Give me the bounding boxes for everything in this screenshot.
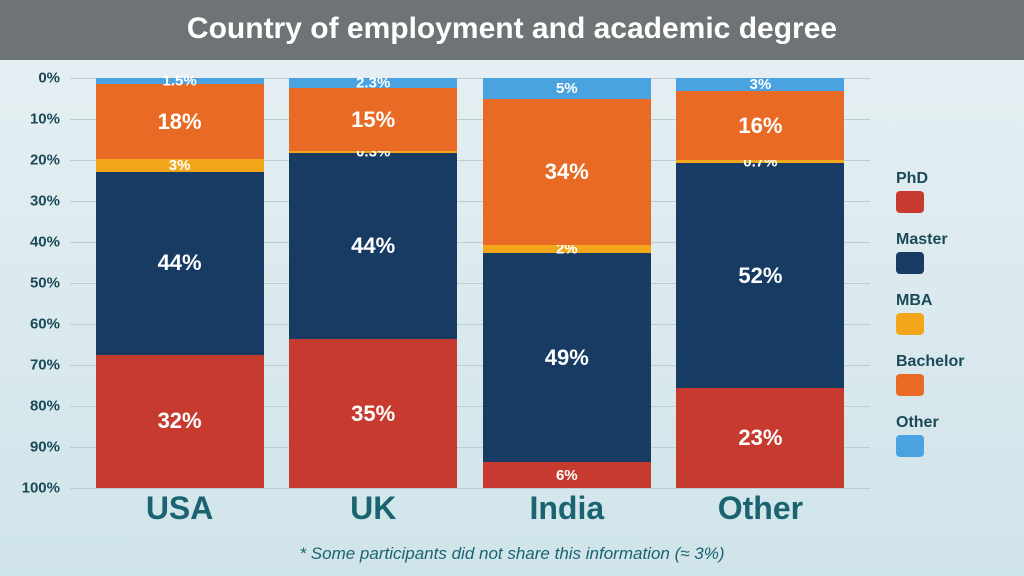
segment-other: 3%: [676, 78, 844, 91]
legend-item-other: Other: [896, 414, 1006, 457]
legend-label: Master: [896, 231, 1006, 249]
y-tick-label: 80%: [15, 398, 60, 415]
y-tick-label: 50%: [15, 275, 60, 292]
segment-master: 52%: [676, 163, 844, 388]
segment-master: 44%: [96, 172, 264, 355]
segment-value: 34%: [545, 159, 589, 185]
segment-other: 5%: [483, 78, 651, 99]
legend-item-mba: MBA: [896, 292, 1006, 335]
segment-value: 52%: [738, 263, 782, 289]
segment-value: 44%: [351, 233, 395, 259]
chart-content: 0% 10% 20% 30% 40% 50% 60% 70% 80% 90% 100% 32% 44%…: [0, 60, 1024, 570]
legend-label: MBA: [896, 292, 1006, 310]
segment-other: 1.5%: [96, 78, 264, 84]
segment-value: 18%: [158, 109, 202, 135]
y-tick-label: 100%: [15, 480, 60, 497]
bar-india: 6% 49% 2% 34% 5%: [483, 78, 651, 488]
segment-mba: 0.3%: [289, 151, 457, 152]
segment-value: 44%: [158, 250, 202, 276]
bars-container: 32% 44% 3% 18% 1.5% 35% 44% 0.3% 15% 2.3% 6% 49% 2% 3…: [70, 78, 870, 488]
y-tick-label: 10%: [15, 111, 60, 128]
bar-usa: 32% 44% 3% 18% 1.5%: [96, 78, 264, 488]
chart-area: 0%10%20%30%40%50%60%70%80%90%100% 32%44%…: [70, 78, 870, 488]
segment-phd: 23%: [676, 388, 844, 488]
legend: PhD Master MBA Bachelor Other: [896, 170, 1006, 475]
footnote: * Some participants did not share this i…: [0, 544, 1024, 564]
y-tick-label: 90%: [15, 439, 60, 456]
legend-item-phd: PhD: [896, 170, 1006, 213]
legend-swatch: [896, 374, 924, 396]
segment-value: 32%: [158, 408, 202, 434]
segment-bachelor: 15%: [289, 88, 457, 152]
y-tick-label: 0%: [15, 70, 60, 87]
bar-other: 23% 52% 0.7% 16% 3%: [676, 78, 844, 488]
x-label-other: Other: [676, 490, 844, 527]
legend-swatch: [896, 191, 924, 213]
legend-swatch: [896, 313, 924, 335]
legend-item-master: Master: [896, 231, 1006, 274]
segment-phd: 6%: [483, 462, 651, 488]
segment-bachelor: 16%: [676, 91, 844, 160]
segment-phd: 35%: [289, 339, 457, 488]
x-label-india: India: [483, 490, 651, 527]
segment-mba: 2%: [483, 245, 651, 254]
y-tick-label: 40%: [15, 234, 60, 251]
segment-value: 15%: [351, 107, 395, 133]
legend-swatch: [896, 435, 924, 457]
segment-bachelor: 34%: [483, 99, 651, 244]
gridline: [70, 488, 870, 489]
bar-uk: 35% 44% 0.3% 15% 2.3%: [289, 78, 457, 488]
x-label-uk: UK: [289, 490, 457, 527]
segment-value: 49%: [545, 345, 589, 371]
segment-value: 5%: [556, 80, 578, 97]
segment-value: 35%: [351, 401, 395, 427]
y-tick-label: 20%: [15, 152, 60, 169]
y-tick-label: 30%: [15, 193, 60, 210]
legend-swatch: [896, 252, 924, 274]
legend-label: PhD: [896, 170, 1006, 188]
segment-value: 6%: [556, 467, 578, 484]
segment-master: 49%: [483, 253, 651, 462]
legend-label: Bachelor: [896, 353, 1006, 371]
segment-mba: 3%: [96, 159, 264, 171]
x-label-usa: USA: [96, 490, 264, 527]
segment-value: 3%: [750, 76, 772, 93]
segment-master: 44%: [289, 153, 457, 340]
legend-item-bachelor: Bachelor: [896, 353, 1006, 396]
segment-value: 2.3%: [356, 74, 390, 91]
segment-value: 23%: [738, 425, 782, 451]
segment-bachelor: 18%: [96, 84, 264, 159]
chart-title: Country of employment and academic degre…: [0, 0, 1024, 60]
y-tick-label: 60%: [15, 316, 60, 333]
legend-label: Other: [896, 414, 1006, 432]
segment-other: 2.3%: [289, 78, 457, 88]
segment-value: 3%: [169, 157, 191, 174]
segment-mba: 0.7%: [676, 160, 844, 163]
y-tick-label: 70%: [15, 357, 60, 374]
segment-value: 16%: [738, 113, 782, 139]
segment-phd: 32%: [96, 355, 264, 488]
segment-value: 1.5%: [162, 73, 196, 90]
